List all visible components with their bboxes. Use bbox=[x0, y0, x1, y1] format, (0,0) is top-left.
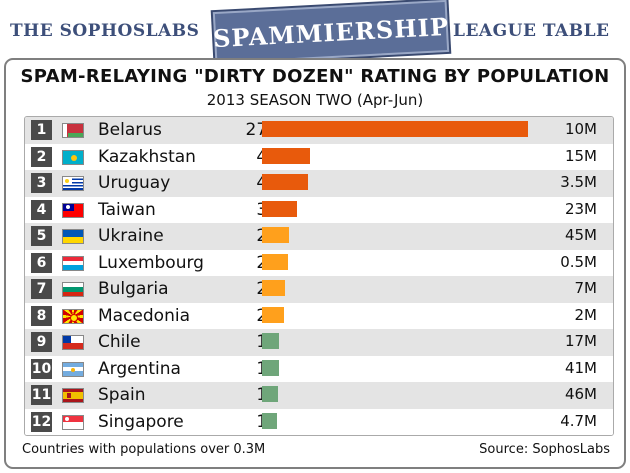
table-row: 6Luxembourg260.5M bbox=[25, 249, 613, 276]
country-label: Chile bbox=[98, 332, 141, 352]
banner-right-text: LEAGUE TABLE bbox=[453, 21, 610, 41]
country-label: Macedonia bbox=[98, 305, 190, 326]
spain-flag-icon bbox=[62, 388, 84, 403]
bar-mark bbox=[262, 200, 297, 217]
belarus-flag-icon bbox=[62, 123, 84, 138]
luxembourg-flag-icon bbox=[62, 255, 84, 271]
rank-label: 3 bbox=[31, 173, 52, 193]
chile-flag-icon bbox=[62, 335, 84, 350]
badge-text: SPAMMIERSHIP bbox=[212, 11, 450, 53]
table-row: 9Chile1717M bbox=[25, 329, 613, 356]
table-row: 2Kazakhstan4915M bbox=[25, 143, 613, 170]
population-label: 7M bbox=[574, 279, 598, 297]
country-label: Taiwan bbox=[98, 199, 156, 220]
table-row: 12Singapore154.7M bbox=[25, 408, 613, 435]
country-label: Singapore bbox=[98, 411, 184, 432]
country-label: Bulgaria bbox=[98, 279, 169, 299]
header-banner: THE SOPHOSLABS SPAMMIERSHIP LEAGUE TABLE bbox=[0, 0, 630, 65]
table-row: 4Taiwan3623M bbox=[25, 196, 613, 223]
table-row: 8Macedonia222M bbox=[25, 302, 613, 329]
rank-label: 5 bbox=[31, 226, 52, 246]
population-label: 4.7M bbox=[560, 411, 597, 430]
bar-mark bbox=[262, 280, 285, 296]
taiwan-flag-icon bbox=[62, 202, 84, 218]
rank-label: 2 bbox=[31, 146, 52, 167]
population-label: 46M bbox=[564, 385, 597, 403]
country-label: Kazakhstan bbox=[98, 146, 196, 167]
banner-left-text: THE SOPHOSLABS bbox=[10, 21, 200, 41]
bar-mark bbox=[262, 227, 289, 243]
table-row: 10Argentina1741M bbox=[25, 355, 613, 382]
rank-label: 12 bbox=[31, 411, 52, 432]
rank-label: 9 bbox=[31, 332, 52, 352]
rank-label: 7 bbox=[31, 279, 52, 299]
table-row: 11Spain1646M bbox=[25, 382, 613, 409]
rank-label: 8 bbox=[31, 305, 52, 326]
rank-label: 6 bbox=[31, 252, 52, 273]
kazakhstan-flag-icon bbox=[62, 149, 84, 165]
table-row: 7Bulgaria237M bbox=[25, 276, 613, 303]
population-label: 45M bbox=[564, 226, 597, 244]
footer-note: Countries with populations over 0.3M bbox=[22, 442, 266, 457]
ukraine-flag-icon bbox=[62, 229, 84, 244]
country-label: Spain bbox=[98, 385, 146, 405]
chart-title: SPAM-RELAYING "DIRTY DOZEN" RATING BY PO… bbox=[20, 66, 610, 87]
country-label: Luxembourg bbox=[98, 252, 204, 273]
rank-label: 4 bbox=[31, 199, 52, 220]
table-row: 1Belarus27110M bbox=[25, 117, 613, 144]
rank-label: 10 bbox=[31, 358, 52, 379]
bar-mark bbox=[262, 386, 278, 402]
spammiership-badge: SPAMMIERSHIP bbox=[212, 0, 450, 65]
table-row: 5Ukraine2745M bbox=[25, 223, 613, 250]
bar-mark bbox=[262, 121, 528, 137]
country-label: Argentina bbox=[98, 358, 181, 379]
population-label: 3.5M bbox=[560, 173, 597, 191]
argentina-flag-icon bbox=[62, 361, 84, 377]
country-label: Uruguay bbox=[98, 173, 171, 193]
population-label: 0.5M bbox=[560, 252, 597, 271]
chart-subtitle: 2013 SEASON TWO (Apr-Jun) bbox=[206, 91, 424, 109]
footer-source: Source: SophosLabs bbox=[479, 442, 610, 457]
population-label: 41M bbox=[564, 358, 597, 377]
population-label: 15M bbox=[564, 146, 597, 165]
table-row: 3Uruguay473.5M bbox=[25, 170, 613, 197]
country-label: Ukraine bbox=[98, 226, 164, 246]
singapore-flag-icon bbox=[62, 414, 84, 430]
bar-mark bbox=[262, 174, 308, 190]
league-table: 1Belarus27110M2Kazakhstan4915M3Uruguay47… bbox=[24, 116, 614, 436]
bar-mark bbox=[262, 333, 279, 349]
bar-mark bbox=[262, 306, 284, 323]
bar-mark bbox=[262, 147, 310, 164]
rank-label: 1 bbox=[31, 120, 52, 140]
population-label: 23M bbox=[564, 199, 597, 218]
population-label: 17M bbox=[564, 332, 597, 350]
macedonia-flag-icon bbox=[62, 308, 84, 324]
population-label: 2M bbox=[574, 305, 598, 324]
population-label: 10M bbox=[564, 120, 597, 138]
bar-mark bbox=[262, 412, 277, 429]
uruguay-flag-icon bbox=[62, 176, 84, 191]
bar-mark bbox=[262, 253, 288, 270]
country-label: Belarus bbox=[98, 120, 162, 140]
bulgaria-flag-icon bbox=[62, 282, 84, 297]
rank-label: 11 bbox=[31, 385, 52, 405]
bar-mark bbox=[262, 359, 279, 376]
chart-frame: SPAM-RELAYING "DIRTY DOZEN" RATING BY PO… bbox=[4, 58, 626, 469]
